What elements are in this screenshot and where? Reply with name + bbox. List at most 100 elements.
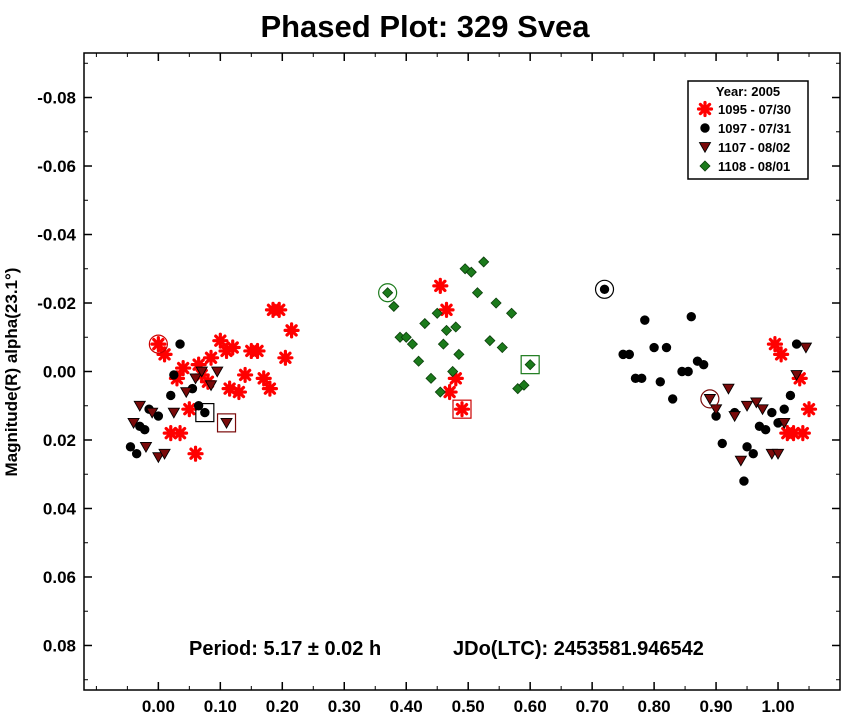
highlight-square	[195, 402, 215, 423]
data-point	[771, 448, 785, 460]
data-point	[156, 346, 173, 363]
y-tick-label: -0.06	[37, 157, 76, 176]
y-tick-label: 0.06	[43, 568, 76, 587]
data-point	[496, 341, 508, 354]
data-point	[756, 404, 769, 416]
data-point	[131, 448, 142, 459]
jdo-annotation: JDo(LTC): 2453581.946542	[453, 638, 704, 660]
series-1107-08-02	[127, 342, 813, 467]
data-point	[204, 380, 218, 392]
data-point	[425, 372, 437, 384]
data-point	[791, 339, 802, 349]
data-point	[212, 332, 229, 349]
data-point	[649, 342, 659, 353]
y-tick-label: -0.08	[37, 89, 76, 108]
data-point	[175, 359, 192, 377]
data-point	[202, 349, 220, 366]
y-axis-label: Magnitude(R) alpha(23.1°)	[2, 268, 21, 477]
x-tick-label: 0.70	[576, 697, 609, 716]
data-point	[667, 394, 678, 404]
data-point	[750, 397, 763, 409]
data-point	[166, 390, 176, 401]
y-tick-label: 0.00	[43, 363, 76, 382]
data-point	[790, 370, 803, 382]
data-point	[450, 321, 462, 333]
legend-marker	[696, 100, 714, 118]
legend-marker	[698, 142, 712, 154]
data-point	[169, 370, 179, 380]
data-point	[734, 455, 748, 467]
data-point	[717, 438, 727, 449]
data-point	[179, 387, 193, 399]
data-point	[471, 287, 484, 299]
legend-label: 1097 - 07/31	[718, 121, 791, 136]
data-points	[125, 256, 818, 486]
highlight-square	[452, 399, 472, 419]
data-point	[728, 411, 741, 423]
data-point	[224, 339, 241, 356]
data-point	[779, 404, 789, 414]
highlight-circle	[378, 283, 398, 303]
data-point	[698, 359, 709, 370]
data-point	[440, 324, 453, 336]
legend-entry: 1108 - 08/01	[699, 159, 790, 174]
x-tick-label: 0.50	[452, 697, 485, 716]
data-point	[794, 425, 811, 442]
y-tick-label: -0.04	[37, 226, 76, 245]
data-point	[200, 407, 210, 418]
data-point	[388, 300, 400, 312]
data-point	[382, 287, 394, 299]
data-point	[406, 338, 418, 350]
highlighted-points	[148, 279, 720, 433]
highlight-circle	[148, 334, 168, 354]
data-point	[637, 373, 647, 384]
highlight-square	[520, 355, 540, 375]
data-point	[703, 394, 717, 406]
chart-title: Phased Plot: 329 Svea	[260, 9, 590, 44]
data-point	[153, 411, 164, 421]
data-point	[127, 418, 140, 430]
data-point	[800, 401, 818, 418]
data-point	[506, 307, 518, 319]
series-1095-07-30	[150, 277, 818, 462]
data-point	[400, 331, 412, 343]
data-point	[524, 359, 536, 371]
x-tick-label: 0.20	[266, 697, 299, 716]
data-point	[655, 377, 665, 387]
data-point	[249, 342, 266, 360]
y-tick-label: -0.02	[37, 294, 76, 313]
y-tick-label: 0.08	[43, 636, 76, 655]
data-point	[283, 322, 300, 339]
y-tick-label: 0.02	[43, 431, 76, 450]
series-1097-07-31	[125, 284, 802, 486]
data-point	[189, 373, 202, 385]
data-point	[624, 349, 635, 360]
data-point	[742, 442, 752, 452]
data-point	[478, 256, 490, 268]
data-point	[490, 297, 502, 309]
data-point	[261, 380, 279, 397]
period-annotation: Period: 5.17 ± 0.02 h	[189, 638, 381, 660]
data-point	[171, 425, 189, 442]
data-point	[767, 407, 777, 418]
highlight-square	[216, 413, 237, 433]
data-point	[740, 400, 754, 412]
data-point	[453, 401, 471, 418]
data-point	[139, 441, 153, 453]
data-point	[785, 390, 796, 401]
legend-label: 1108 - 08/01	[718, 159, 790, 174]
data-point	[255, 370, 272, 387]
data-point	[175, 339, 185, 349]
data-point	[686, 312, 696, 322]
data-point	[722, 383, 735, 395]
data-point	[181, 401, 198, 418]
data-point	[465, 266, 477, 278]
data-point	[210, 366, 224, 378]
legend-marker	[700, 123, 710, 133]
x-tick-label: 1.00	[761, 697, 794, 716]
x-tick-label: 0.60	[514, 697, 547, 716]
legend-title: Year: 2005	[716, 84, 780, 99]
legend-label: 1107 - 08/02	[718, 140, 790, 155]
data-point	[133, 400, 147, 412]
